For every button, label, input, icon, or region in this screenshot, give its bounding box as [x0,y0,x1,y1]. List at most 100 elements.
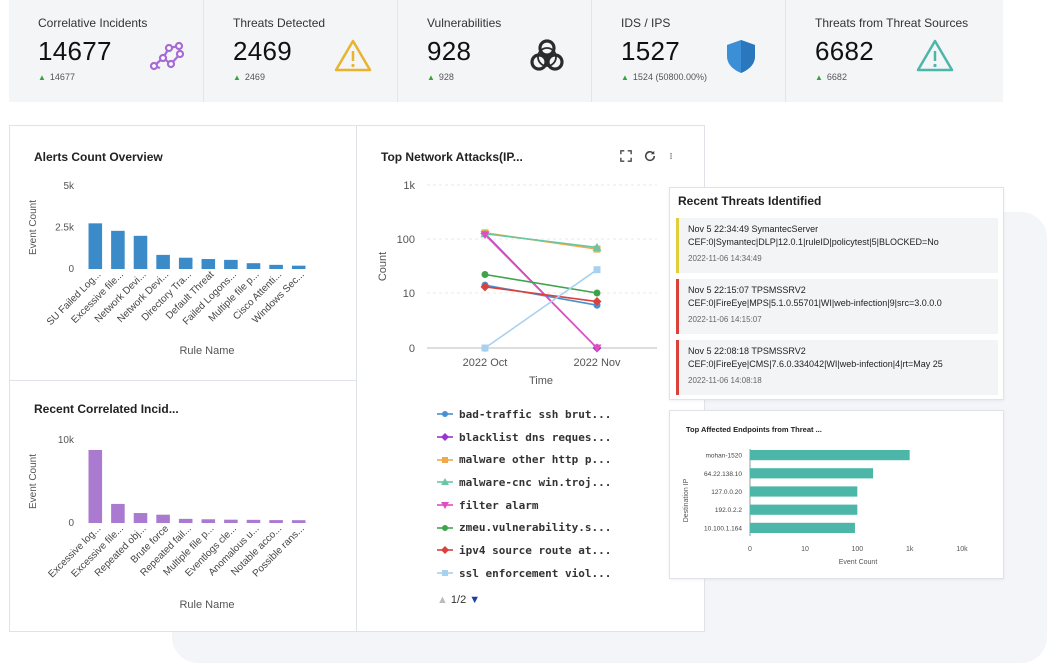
chart-bar [269,520,283,523]
stat-trend-value: 928 [438,72,454,82]
data-point [481,344,489,352]
data-point [481,271,489,279]
refresh-icon[interactable] [644,150,656,162]
threat-item[interactable]: Nov 5 22:08:18 TPSMSSRV2 CEF:0|FireEye|C… [676,340,998,395]
x-tick-label: 0 [748,546,752,553]
legend-item[interactable]: bad-traffic ssh brut... [437,403,611,426]
chart-bar [111,503,125,523]
chart-bar [291,265,306,269]
legend-marker-icon [437,411,453,418]
chart-bar [750,468,874,479]
legend-item[interactable]: filter alarm [437,494,611,517]
x-axis-label: Time [529,375,553,387]
legend-item[interactable]: blacklist dns reques... [437,426,611,449]
recent-threats-panel: Recent Threats Identified Nov 5 22:34:49… [669,187,1004,400]
alerts-title: Alerts Count Overview [34,150,163,164]
threat-item[interactable]: Nov 5 22:34:49 SymantecServer CEF:0|Syma… [676,218,998,273]
data-point [441,546,449,555]
stat-trend: ▲ 2469 [233,72,397,82]
data-point [592,297,602,307]
data-point [442,570,448,577]
threat-body: CEF:0|FireEye|MPS|5.1.0.55701|WI|web-inf… [688,298,942,308]
biohazard-icon [530,39,564,71]
legend-label: filter alarm [459,498,539,512]
data-point [442,411,448,418]
stat-trend: ▲ 14677 [38,72,203,82]
y-tick-label: 10.100.1.164 [704,525,742,532]
legend-item[interactable]: ipv4 source route at... [437,539,611,562]
stat-label: Threats from Threat Sources [815,16,969,30]
data-point [480,282,490,292]
stat-correlative-incidents[interactable]: Correlative Incidents 14677 ▲ 14677 [9,0,203,102]
legend-marker-icon [437,502,453,510]
chart-bar [178,257,193,269]
x-tick-label: 2022 Oct [463,357,508,369]
more-menu-icon[interactable] [668,150,674,162]
y-tick-label: 192.0.2.2 [715,507,742,514]
severity-bar [676,279,679,334]
correlated-title: Recent Correlated Incid... [34,402,179,416]
legend-marker-icon [437,524,453,531]
pager-next-icon[interactable]: ▼ [469,594,481,606]
legend-item[interactable]: zmeu.vulnerability.s... [437,516,611,539]
left-panel: Alerts Count Overview 0 2.5k 5k Event Count… [9,125,357,632]
x-tick-label: 2022 Nov [573,357,621,369]
chart-bar [750,504,858,515]
y-axis-label: Destination IP [683,478,690,522]
expand-icon[interactable] [620,150,632,162]
threat-item[interactable]: Nov 5 22:15:07 TPSMSSRV2 CEF:0|FireEye|M… [676,279,998,334]
warning-icon [334,39,372,72]
molecule-icon [149,41,185,71]
y-tick-label: 10 [403,288,415,300]
y-tick-label: 2.5k [55,223,75,234]
x-axis-label: Rule Name [179,345,234,357]
y-axis-label: Count [377,252,389,281]
legend-label: malware other http p... [459,453,612,467]
legend-marker-icon [437,478,453,486]
pager-prev-icon[interactable]: ▲ [437,594,448,606]
threats-title: Recent Threats Identified [678,194,822,208]
chart-bar [133,235,148,269]
threat-head: Nov 5 22:08:18 TPSMSSRV2 [688,346,806,356]
series-line [484,269,598,349]
chart-legend: bad-traffic ssh brut... blacklist dns req… [437,403,611,585]
stat-trend-value: 14677 [49,72,75,82]
shield-icon [727,40,755,73]
stat-ids-ips[interactable]: IDS / IPS 1527 ▲ 1524 (50800.00%) [591,0,785,102]
stat-value: 928 [427,36,472,66]
threat-body: CEF:0|Symantec|DLP|12.0.1|ruleID|policyt… [688,237,939,247]
x-tick-label: 1k [906,546,914,553]
stat-trend-value: 1524 (50800.00%) [632,72,707,82]
chart-bar [224,519,238,523]
x-tick-label: 10 [801,546,809,553]
warning-outline-icon [916,39,954,72]
attacks-title: Top Network Attacks(IP... [381,150,523,164]
x-tick-label: 10k [956,546,968,553]
legend-item[interactable]: malware-cnc win.troj... [437,471,611,494]
y-axis-label: Event Count [28,200,39,255]
legend-item[interactable]: malware other http p... [437,448,611,471]
chart-bar [750,486,858,497]
trend-up-icon: ▲ [621,73,629,82]
chart-bar [246,263,261,269]
legend-item[interactable]: ssl enforcement viol... [437,562,611,585]
chart-bar [178,518,193,523]
stat-threats-detected[interactable]: Threats Detected 2469 ▲ 2469 [203,0,397,102]
y-tick-label: 0 [409,343,415,355]
stat-threat-sources[interactable]: Threats from Threat Sources 6682 ▲ 6682 [785,0,979,102]
legend-label: zmeu.vulnerability.s... [459,521,612,535]
stat-trend-value: 6682 [826,72,847,82]
stat-value: 6682 [815,36,875,66]
chart-bar [201,519,216,523]
chart-bar [246,519,261,523]
chart-bar [88,223,103,269]
legend-label: malware-cnc win.troj... [459,475,612,489]
threat-head: Nov 5 22:15:07 TPSMSSRV2 [688,285,806,295]
threat-time: 2022-11-06 14:08:18 [688,376,762,385]
legend-marker-icon [437,456,453,463]
series-line [484,284,598,306]
x-tick-label: 100 [851,546,863,553]
stat-trend: ▲ 6682 [815,72,979,82]
network-attacks-panel: Top Network Attacks(IP... 0 10 100 1k 2022 O… [356,125,705,632]
stat-vulnerabilities[interactable]: Vulnerabilities 928 ▲ 928 [397,0,591,102]
